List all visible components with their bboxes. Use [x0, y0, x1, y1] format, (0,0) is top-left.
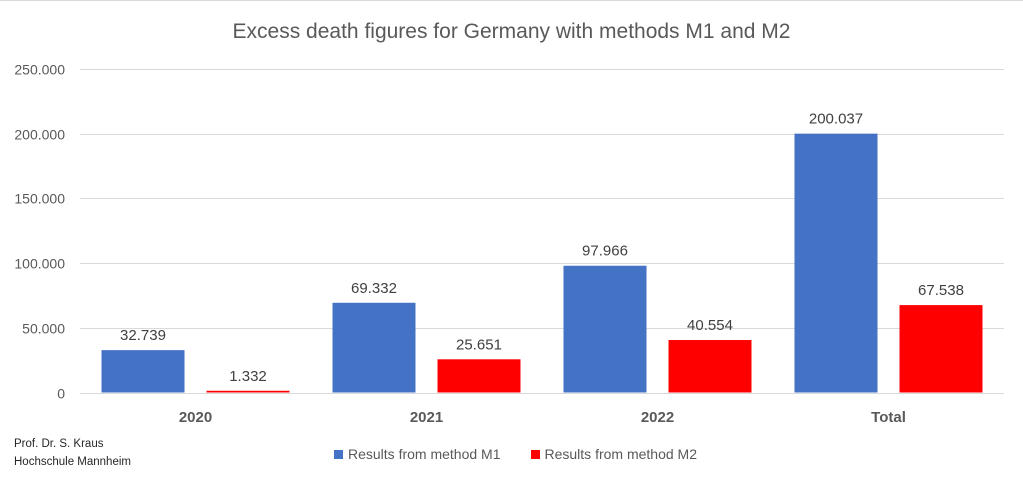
bar-m2: [206, 390, 290, 393]
y-tick-label: 150.000: [14, 191, 65, 207]
bar-m2: [437, 359, 521, 393]
x-tick-label: 2021: [410, 409, 443, 426]
data-label: 69.332: [351, 280, 397, 297]
data-label: 1.332: [229, 368, 267, 385]
bar-m1: [563, 265, 647, 393]
legend-swatch-m2: [530, 449, 540, 459]
bar-m2: [899, 305, 983, 393]
top-border: [0, 0, 1023, 1]
bar-m1: [794, 133, 878, 393]
legend-swatch-m1: [334, 449, 343, 459]
x-tick-label: Total: [871, 409, 906, 426]
y-tick-label: 250.000: [14, 62, 65, 78]
bar-m2: [668, 340, 752, 393]
bar-m1: [101, 350, 185, 393]
legend-label-m1: Results from method M1: [348, 446, 501, 462]
y-tick-label: 0: [57, 386, 65, 402]
y-tick-label: 200.000: [14, 127, 65, 143]
bar-m1: [332, 302, 416, 393]
credit-institution: Hochschule Mannheim: [14, 456, 131, 468]
legend-item-m1: Results from method M1: [334, 446, 501, 462]
x-tick-label: 2022: [641, 409, 674, 426]
legend-item-m2: Results from method M2: [530, 446, 698, 462]
data-label: 40.554: [687, 317, 733, 334]
y-tick-label: 50.000: [22, 321, 65, 337]
data-label: 97.966: [582, 243, 628, 260]
data-label: 200.037: [809, 111, 863, 128]
data-label: 25.651: [456, 336, 502, 353]
y-tick-label: 100.000: [14, 256, 65, 272]
chart-title: Excess death figures for Germany with me…: [232, 20, 791, 43]
data-label: 32.739: [120, 327, 166, 344]
legend: Results from method M1 Results from meth…: [0, 446, 1023, 462]
data-label: 67.538: [918, 282, 964, 299]
x-tick-label: 2020: [179, 409, 212, 426]
legend-label-m2: Results from method M2: [544, 446, 698, 462]
credit-author: Prof. Dr. S. Kraus: [14, 438, 104, 450]
